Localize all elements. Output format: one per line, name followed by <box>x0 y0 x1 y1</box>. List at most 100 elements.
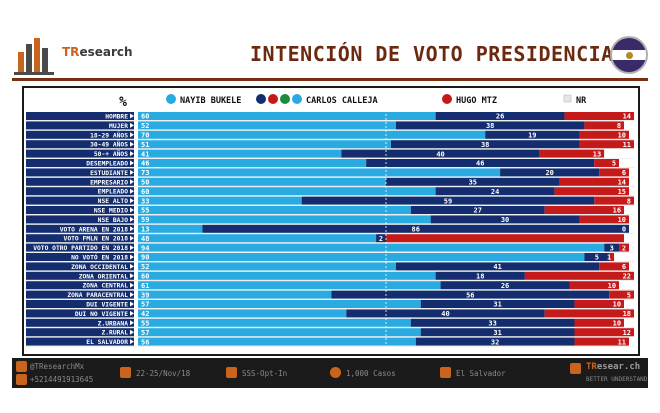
calleja-bar <box>415 337 575 346</box>
row-label: NO VOTÓ EN 2018 <box>71 253 128 262</box>
row-label-bg <box>26 318 134 327</box>
row-arrow-icon <box>130 160 134 166</box>
footer-whatsapp: +5214491913645 <box>30 375 94 384</box>
calleja-bar <box>485 130 580 139</box>
row-label-bg <box>26 149 134 158</box>
calleja-value-label: 41 <box>493 263 501 271</box>
legend-nr-swatch <box>563 94 572 103</box>
bukele-bar <box>138 290 332 299</box>
calleja-value-label: 59 <box>444 197 452 205</box>
hugo-bar <box>539 149 605 158</box>
row-label: NSE ALTO <box>98 198 129 205</box>
map-icon <box>440 367 451 378</box>
bukele-bar <box>138 318 411 327</box>
row-label: MUJER <box>109 123 128 130</box>
bukele-bar <box>138 271 436 280</box>
calleja-bar <box>341 149 540 158</box>
report-header: TResearch INTENCIÓN DE VOTO PRESIDENCIAL <box>12 28 648 82</box>
row-label-bg <box>26 121 134 130</box>
bukele-bar <box>138 243 605 252</box>
calleja-value-label: 20 <box>545 169 553 177</box>
legend-1-party-icon-2 <box>279 93 291 105</box>
calleja-bar <box>420 300 575 308</box>
bukele-value-label: 73 <box>141 169 149 177</box>
footer-country: El Salvador <box>456 369 506 378</box>
nr-bar <box>619 281 634 290</box>
bukele-value-label: 57 <box>141 301 149 309</box>
row-label: ZONA CENTRAL <box>83 283 129 290</box>
nr-bar <box>624 206 634 214</box>
bukele-bar <box>138 309 347 318</box>
bukele-value-label: 50 <box>141 179 149 187</box>
hugo-value-label: 12 <box>623 329 631 337</box>
brand-icon <box>570 363 581 374</box>
bukele-value-label: 60 <box>141 273 149 281</box>
legend-label-1: CARLOS CALLEJA <box>306 96 378 106</box>
bukele-value-label: 55 <box>141 320 149 328</box>
chart-canvas: % NAYIB BUKELE CARLOS CALLEJA HUGO MTZ NR HOM… <box>26 93 634 347</box>
bukele-bar <box>138 140 391 149</box>
row-arrow-icon <box>130 216 134 222</box>
bukele-value-label: 42 <box>141 310 149 318</box>
footer-brand: TResear.ch <box>586 362 640 372</box>
hugo-bar <box>579 130 630 139</box>
footer-brand-b: esear.ch <box>596 362 641 372</box>
legend-1-party-icon-0 <box>255 93 267 105</box>
bukele-bar <box>138 281 441 290</box>
tresearch-logo-icon <box>14 38 54 75</box>
header-divider <box>12 78 648 81</box>
page-title: INTENCIÓN DE VOTO PRESIDENCIAL <box>250 42 627 66</box>
nr-bar <box>629 262 634 271</box>
hugo-value-label: 18 <box>623 310 631 318</box>
hugo-bar <box>599 262 630 271</box>
row-label-bg <box>26 130 134 139</box>
calleja-value-label: 19 <box>528 132 536 140</box>
calleja-bar <box>500 168 600 177</box>
calleja-bar <box>435 112 565 120</box>
hugo-value-label: 10 <box>618 216 626 224</box>
hugo-value-label: 6 <box>622 263 626 271</box>
nr-bar <box>624 234 634 243</box>
bukele-bar <box>138 121 396 130</box>
bukele-bar <box>138 262 396 271</box>
legend-1-party-icon-3 <box>291 93 303 105</box>
hugo-bar <box>544 309 634 318</box>
hugo-value-label: 5 <box>627 291 631 299</box>
row-label: VOTO ARENA EN 2018 <box>60 226 128 233</box>
legend-label-2: HUGO MTZ <box>456 96 497 106</box>
row-arrow-icon <box>130 254 134 260</box>
row-arrow-icon <box>130 320 134 326</box>
bukele-value-label: 57 <box>141 329 149 337</box>
legend-2-party-icon-0 <box>441 93 453 105</box>
footer-dates: 22-25/Nov/18 <box>136 369 191 378</box>
row-label-bg <box>26 206 134 214</box>
calleja-bar <box>202 224 630 233</box>
bukele-bar <box>138 177 386 186</box>
row-label: ZONA PARACENTRAL <box>67 292 128 299</box>
logo-wordmark-tr: TR <box>62 45 80 59</box>
row-label: EMPRESARIO <box>90 179 128 186</box>
hugo-value-label: 1 <box>607 254 611 262</box>
nr-bar <box>629 243 634 252</box>
row-arrow-icon <box>130 132 134 138</box>
legend-label-3: NR <box>576 96 587 106</box>
bukele-bar <box>138 253 585 261</box>
row-arrow-icon <box>130 113 134 119</box>
bukele-bar <box>138 337 416 346</box>
row-label: NSE MEDIO <box>94 208 128 215</box>
row-label-bg <box>26 187 134 196</box>
logo-wordmark-rest: esearch <box>79 45 133 59</box>
row-label-bg <box>26 309 134 318</box>
whatsapp-icon <box>16 374 27 385</box>
row-arrow-icon <box>130 207 134 213</box>
calleja-value-label: 38 <box>481 141 489 149</box>
hugo-value-label: 6 <box>622 169 626 177</box>
calleja-bar <box>435 271 525 280</box>
row-label-bg <box>26 215 134 224</box>
calleja-bar <box>390 140 580 149</box>
nr-bar <box>629 130 634 139</box>
row-label: DUI NO VIGENTE <box>75 311 128 318</box>
calleja-value-label: 38 <box>486 122 494 130</box>
hugo-bar <box>559 177 630 186</box>
bukele-value-label: 56 <box>141 338 149 346</box>
